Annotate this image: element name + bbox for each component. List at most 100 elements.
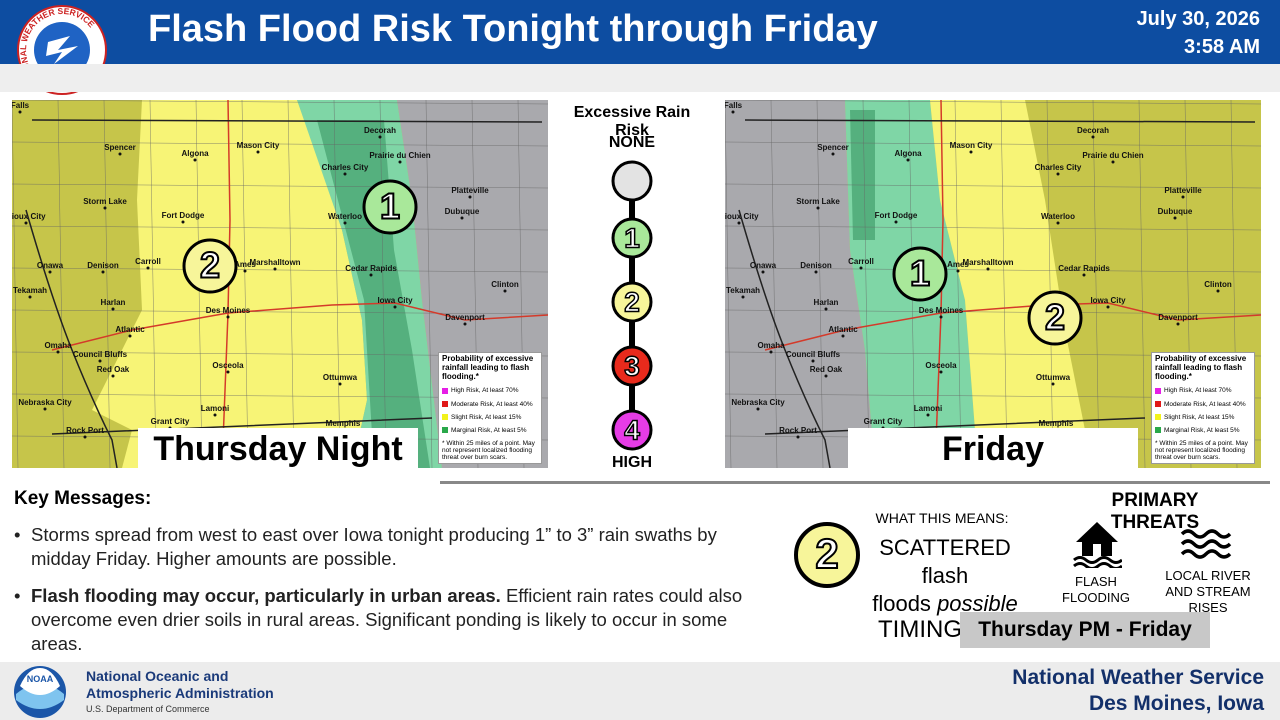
county-line <box>241 100 249 468</box>
city-label: Cedar Rapids <box>1058 264 1110 273</box>
legend-item: Moderate Risk, At least 40% <box>1155 401 1251 408</box>
legend: Probability of excessive rainfall leadin… <box>1151 352 1255 464</box>
city-label: Des Moines <box>206 306 251 315</box>
city-label: Marshalltown <box>962 258 1013 267</box>
county-line <box>725 225 1261 231</box>
city-dot <box>1056 172 1060 176</box>
city-label: Storm Lake <box>796 197 840 206</box>
city-label: Red Oak <box>810 365 843 374</box>
city-dot <box>393 305 397 309</box>
city-dot <box>128 334 132 338</box>
city-dot <box>28 295 32 299</box>
city-label: Onawa <box>37 261 64 270</box>
city-dot <box>1091 135 1095 139</box>
county-line <box>103 100 111 468</box>
city-dot <box>926 413 930 417</box>
city-dot <box>761 270 765 274</box>
key-messages-title: Key Messages: <box>14 488 152 509</box>
county-line <box>12 225 548 231</box>
city-dot <box>824 374 828 378</box>
city-label: Grant City <box>864 417 903 426</box>
city-dot <box>226 315 230 319</box>
city-dot <box>146 266 150 270</box>
city-label: Decorah <box>364 126 396 135</box>
county-line <box>725 100 732 468</box>
city-label: Nebraska City <box>731 398 785 407</box>
city-dot <box>398 160 402 164</box>
city-label: Prairie du Chien <box>369 151 430 160</box>
legend-swatch <box>1155 414 1161 421</box>
city-dot <box>343 221 347 225</box>
city-dot <box>939 370 943 374</box>
city-dot <box>1176 322 1180 326</box>
county-line <box>379 100 387 468</box>
city-dot <box>859 266 863 270</box>
legend-text: High Risk, At least 70% <box>451 387 519 395</box>
county-line <box>12 267 548 273</box>
house <box>1076 522 1118 556</box>
city-dot <box>741 295 745 299</box>
city-label: Lamoni <box>914 404 942 413</box>
threat-label: FLASH FLOODING <box>1062 574 1130 605</box>
city-label: Algona <box>181 149 209 158</box>
city-dot <box>831 152 835 156</box>
city-dot <box>181 220 185 224</box>
city-dot <box>756 407 760 411</box>
city-label: Ames <box>234 260 256 269</box>
city-label: Rock Port <box>779 426 817 435</box>
city-dot <box>939 315 943 319</box>
city-dot <box>1051 382 1055 386</box>
city-dot <box>503 289 507 293</box>
city-dot <box>1216 289 1220 293</box>
city-label: Atlantic <box>115 325 145 334</box>
state-border <box>738 119 1256 468</box>
legend-text: Moderate Risk, At least 40% <box>451 400 533 408</box>
city-dot <box>48 270 52 274</box>
risk-area <box>850 110 875 240</box>
header-bar <box>0 0 1280 64</box>
city-label: Iowa City <box>377 296 413 305</box>
scale-level <box>611 217 653 259</box>
city-dot <box>18 110 22 114</box>
county-line <box>954 100 962 468</box>
city-dot <box>824 307 828 311</box>
legend-item: Marginal Risk, At least 5% <box>1155 427 1251 434</box>
county-line <box>57 100 65 468</box>
meaning-badge: 2 <box>794 522 860 588</box>
city-label: Waterloo <box>1041 212 1075 221</box>
time: 3:58 AM <box>1184 36 1260 58</box>
city-label: Harlan <box>814 298 839 307</box>
county-line <box>12 100 19 468</box>
timing-label: TIMING <box>878 616 962 643</box>
city-label: Council Bluffs <box>73 350 128 359</box>
risk-scale: 1 2 3 4 <box>611 160 653 451</box>
door <box>1093 544 1101 556</box>
city-dot <box>841 334 845 338</box>
city-dot <box>369 273 373 277</box>
county-line <box>725 309 1261 315</box>
county-line <box>1046 100 1054 468</box>
legend-title: Probability of excessive rainfall leadin… <box>442 354 534 381</box>
bullet-bold: Flash flooding may occur, particularly i… <box>31 585 501 606</box>
city-label: Sioux City <box>725 212 759 221</box>
legend-text: Moderate Risk, At least 40% <box>1164 400 1246 408</box>
city-dot <box>811 359 815 363</box>
scale-level <box>611 409 653 451</box>
city-dot <box>769 350 773 354</box>
city-dot <box>986 267 990 271</box>
city-dot <box>256 150 260 154</box>
legend-note: * Within 25 miles of a point. May not re… <box>1155 439 1248 462</box>
badge-circle <box>794 522 860 588</box>
city-label: Marshalltown <box>249 258 300 267</box>
legend-item: Marginal Risk, At least 5% <box>442 427 538 434</box>
meaning-body: SCATTERED flash floods possible <box>855 534 1035 618</box>
city-label: Falls <box>725 101 743 110</box>
city-label: Memphis <box>1039 419 1074 428</box>
timing-value: Thursday PM - Friday <box>960 612 1210 648</box>
meaning-line: SCATTERED flash <box>879 535 1011 588</box>
city-label: Onawa <box>750 261 777 270</box>
map-label: Thursday Night <box>138 428 418 470</box>
city-dot <box>213 413 217 417</box>
county-line <box>333 100 341 468</box>
